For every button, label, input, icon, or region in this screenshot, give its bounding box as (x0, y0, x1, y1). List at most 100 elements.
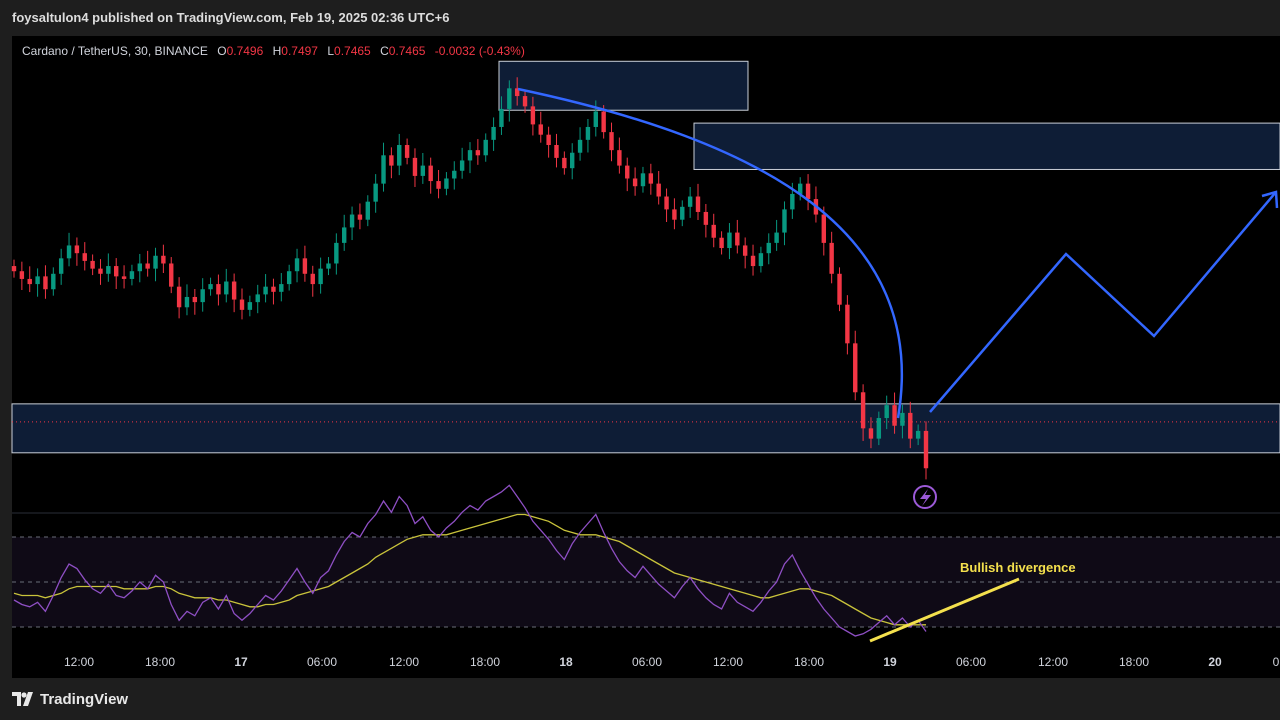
candle-body (475, 150, 481, 156)
candle-body (750, 255, 756, 267)
rsi-line (13, 484, 927, 637)
candle-body (727, 232, 732, 249)
candle-body (43, 276, 48, 290)
candle-body (467, 150, 473, 161)
publish-text: foysaltulon4 published on TradingView.co… (12, 10, 450, 25)
x-tick-label: 18:00 (145, 655, 175, 669)
candle-body (420, 165, 426, 176)
candle-body (161, 255, 166, 264)
low-value: 0.7465 (334, 44, 371, 58)
candle-body (782, 209, 787, 233)
candle-body (570, 152, 575, 169)
candle-body (27, 278, 32, 285)
rsi-ma-line (13, 513, 926, 626)
candle-body (601, 111, 606, 133)
candle-body (640, 173, 646, 187)
candle-body (892, 405, 897, 426)
candle-body (129, 271, 135, 279)
candle-body (538, 124, 543, 135)
candle-body (271, 286, 276, 292)
candle-body (51, 273, 56, 290)
candle-body (876, 418, 882, 439)
candle-body (507, 88, 512, 109)
candle-body (90, 260, 95, 269)
x-tick-label: 18:00 (1119, 655, 1149, 669)
candle-body (522, 96, 528, 107)
candle-body (239, 299, 245, 310)
x-tick-label: 12:00 (64, 655, 94, 669)
x-tick-label: 06:00 (632, 655, 662, 669)
open-value: 0.7496 (226, 44, 264, 58)
candle-body (735, 232, 740, 246)
candle-body (695, 196, 701, 212)
supply-zone-upper (498, 60, 749, 111)
candle-body (318, 268, 323, 285)
candle-body (837, 273, 842, 305)
candle-body (617, 150, 622, 166)
candle-body (656, 183, 661, 197)
candle-body (255, 294, 260, 303)
demand-zone (11, 403, 1280, 454)
x-tick-label: 18:00 (470, 655, 500, 669)
candle-body (687, 196, 693, 207)
x-tick-label: 12:00 (1038, 655, 1068, 669)
high-value: 0.7497 (281, 44, 318, 58)
candle-body (404, 145, 410, 158)
low-label: L (327, 44, 335, 58)
candle-body (66, 245, 72, 259)
candle-body (153, 255, 158, 269)
x-tick-label: 06:00 (307, 655, 337, 669)
candle-body (908, 412, 913, 439)
candle-body (860, 392, 866, 429)
candle-body (868, 428, 874, 439)
candle-body (821, 214, 826, 243)
candle-body (231, 281, 237, 300)
lightning-bolt (920, 489, 931, 506)
candle-body (106, 266, 111, 274)
candle-body (719, 237, 724, 249)
supply-zone-right (693, 122, 1280, 170)
candle-body (672, 209, 677, 220)
candle-body (703, 211, 709, 225)
change-value: -0.0032 (-0.43%) (434, 44, 525, 58)
projected-path (929, 191, 1277, 413)
curved-trendline (517, 87, 904, 419)
high-label: H (272, 44, 282, 58)
candle-body (664, 196, 669, 210)
close-value: 0.7465 (388, 44, 426, 58)
lightning-icon (913, 485, 937, 509)
tradingview-brand[interactable]: TradingView (12, 688, 128, 710)
candle-body (302, 258, 308, 274)
candle-body (805, 183, 811, 200)
candle-body (444, 178, 449, 189)
x-tick-label: 20 (1208, 655, 1222, 669)
candle-body (546, 134, 551, 145)
candle-body (609, 132, 614, 151)
candle-body (436, 181, 441, 189)
candle-body (279, 284, 284, 292)
x-tick-label: 0 (1273, 655, 1280, 669)
x-tick-label: 19 (883, 655, 897, 669)
candle-body (766, 242, 771, 254)
candle-body (326, 263, 331, 269)
candle-body (381, 155, 386, 184)
candle-body (114, 266, 119, 277)
candle-body (774, 232, 779, 243)
candle-body (334, 242, 339, 264)
candle-body (428, 165, 433, 182)
projection-arrowhead (1261, 190, 1279, 209)
candle-body (742, 245, 748, 256)
candle-body (530, 106, 536, 125)
brand-label: TradingView (40, 690, 129, 708)
candle-body (790, 193, 795, 210)
candle-body (200, 289, 205, 303)
candle-body (263, 286, 268, 295)
candle-body (373, 183, 378, 202)
candle-body (349, 214, 355, 228)
bullish-divergence-label: Bullish divergence (960, 560, 1076, 575)
candle-body (758, 253, 764, 267)
close-label: C (380, 44, 389, 58)
candle-body (711, 224, 716, 238)
candle-body (554, 145, 559, 158)
